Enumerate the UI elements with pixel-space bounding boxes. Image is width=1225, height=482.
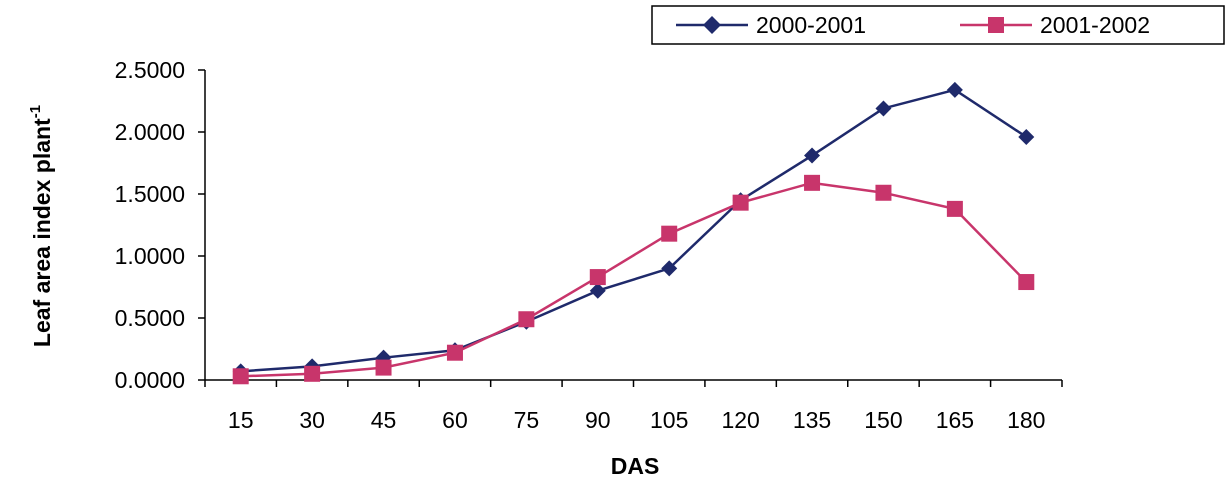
y-axis-title: Leaf area index plant-1	[27, 105, 55, 347]
data-point	[732, 194, 749, 211]
data-point	[804, 174, 821, 191]
data-point	[946, 200, 963, 217]
data-point	[946, 81, 963, 98]
data-point	[446, 344, 463, 361]
data-point	[875, 100, 892, 117]
x-tick-label: 75	[514, 407, 540, 433]
x-tick-label: 120	[721, 407, 759, 433]
data-point	[661, 225, 678, 242]
x-tick-label: 60	[442, 407, 468, 433]
legend-marker-series-1	[703, 16, 721, 34]
legend-item-series-2: 2001-2002	[960, 12, 1150, 38]
x-axis-ticks: 15 30 45 60 75 90 105 120 135 150 165 180	[204, 380, 1063, 433]
y-tick-label: 0.5000	[115, 305, 185, 331]
y-tick-label: 2.5000	[115, 57, 185, 83]
x-tick-label: 135	[793, 407, 831, 433]
y-axis-title-superscript: -1	[27, 105, 44, 118]
series-2	[232, 174, 1035, 385]
data-point	[375, 359, 392, 376]
data-point	[589, 282, 606, 299]
x-tick-label: 105	[650, 407, 688, 433]
plot-area	[232, 81, 1035, 385]
data-point	[804, 147, 821, 164]
x-tick-label: 15	[228, 407, 254, 433]
legend-label-series-2: 2001-2002	[1040, 12, 1150, 38]
legend-label-series-1: 2000-2001	[756, 12, 866, 38]
x-tick-label: 180	[1007, 407, 1045, 433]
x-tick-label: 30	[299, 407, 325, 433]
legend: 2000-2001 2001-2002	[651, 5, 1225, 45]
y-axis-title-main: Leaf area index plant	[29, 118, 55, 347]
x-tick-label: 165	[936, 407, 974, 433]
x-axis-title: DAS	[611, 453, 660, 479]
legend-item-series-1: 2000-2001	[676, 12, 866, 38]
data-point	[304, 365, 321, 382]
data-point	[232, 368, 249, 385]
x-tick-label: 90	[585, 407, 611, 433]
y-axis-ticks: 0.0000 0.5000 1.0000 1.5000 2.0000 2.5000	[115, 57, 205, 393]
y-tick-label: 0.0000	[115, 367, 185, 393]
series-line-2	[240, 181, 1028, 378]
data-point	[1018, 274, 1035, 291]
data-point	[518, 311, 535, 328]
y-tick-label: 2.0000	[115, 119, 185, 145]
data-point	[1018, 128, 1035, 145]
legend-marker-series-2	[988, 17, 1004, 33]
data-point	[589, 269, 606, 286]
series-1	[232, 81, 1035, 380]
x-tick-label: 45	[371, 407, 397, 433]
series-line-1	[240, 88, 1027, 373]
y-tick-label: 1.0000	[115, 243, 185, 269]
x-tick-label: 150	[864, 407, 902, 433]
data-point	[661, 260, 678, 277]
data-point	[875, 184, 892, 201]
y-tick-label: 1.5000	[115, 181, 185, 207]
